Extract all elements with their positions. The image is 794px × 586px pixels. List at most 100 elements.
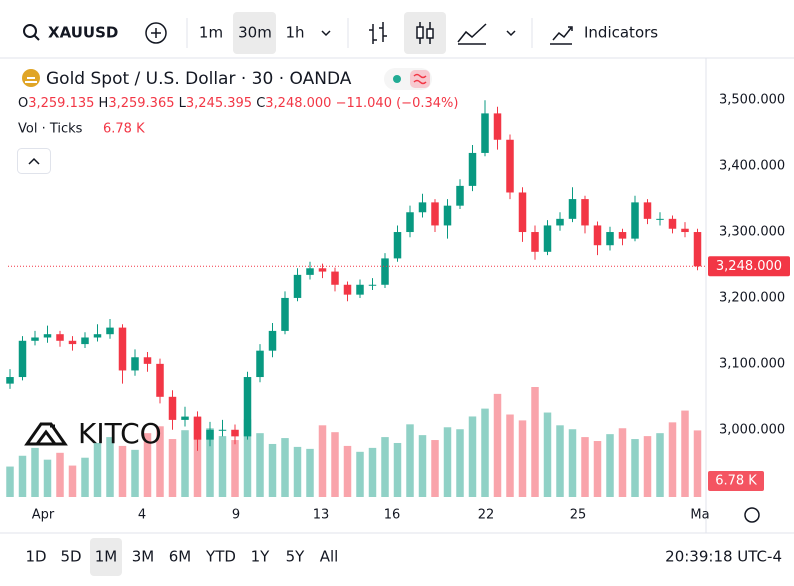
range-button[interactable]: All <box>320 548 339 566</box>
range-button[interactable]: 3M <box>132 548 155 566</box>
candle-body <box>618 232 627 239</box>
chevron[interactable] <box>506 30 516 37</box>
candle-body <box>268 330 277 351</box>
candle-body <box>543 225 552 252</box>
ohlc-value: 3,259.135 <box>28 96 94 111</box>
volume-bar <box>468 416 477 497</box>
candle-body <box>106 327 114 335</box>
volume-bar <box>331 432 339 497</box>
volume-bar <box>93 442 102 497</box>
symbol-logo <box>25 77 37 83</box>
volume-bar <box>631 439 639 497</box>
volume-bar <box>693 430 702 497</box>
volume-bar <box>343 445 352 497</box>
search-icon <box>33 34 40 41</box>
ohlc-key: H <box>99 96 109 111</box>
candle-body <box>406 212 414 233</box>
x-tick-label: 16 <box>384 508 401 523</box>
x-tick-label: 22 <box>478 508 495 523</box>
candle-body <box>556 218 564 226</box>
y-tick-label: 3,400.000 <box>719 159 785 174</box>
area-icon[interactable] <box>457 23 487 45</box>
indicators-icon[interactable] <box>550 26 573 45</box>
volume-bar <box>431 440 439 497</box>
interval[interactable]: 1h <box>285 24 304 42</box>
volume-legend-value: 6.78 K <box>103 122 145 137</box>
bars-icon[interactable] <box>369 22 387 44</box>
candle-body <box>606 232 614 246</box>
range-button[interactable]: 1D <box>25 548 46 566</box>
candle-body <box>331 271 339 285</box>
candle-body <box>281 297 289 331</box>
volume-bar <box>6 466 14 497</box>
plus-icon <box>151 28 161 38</box>
ohlc-change: −11.040 (−0.34%) <box>336 96 459 111</box>
candle-body <box>231 429 239 437</box>
volume-bar <box>606 434 614 497</box>
range-button[interactable]: 1M <box>95 548 118 566</box>
clock: 20:39:18 UTC-4 <box>665 548 782 566</box>
volume-bar <box>168 439 177 497</box>
ohlc-value: 3,248.000 <box>265 96 331 111</box>
candle-body <box>193 416 202 440</box>
interval-active-bg <box>233 12 276 54</box>
candle-body <box>18 340 27 378</box>
candle-body <box>506 139 514 193</box>
y-tick-label: 3,500.000 <box>719 93 785 108</box>
watermark-logo <box>24 422 68 446</box>
candle-body <box>43 334 52 338</box>
range-button[interactable]: 5D <box>60 548 81 566</box>
candle-body <box>293 274 302 298</box>
volume-bar <box>418 435 427 497</box>
volume-bar <box>656 433 664 497</box>
candle-body <box>568 199 577 219</box>
candle-body <box>431 202 439 226</box>
volume-bar <box>106 437 114 497</box>
chevron[interactable] <box>321 30 331 37</box>
indicators-button[interactable]: Indicators <box>584 24 658 42</box>
volume-bar <box>193 417 202 497</box>
y-tick-label: 3,200.000 <box>719 290 785 305</box>
volume-bar <box>668 422 677 497</box>
volume-bar <box>518 420 527 497</box>
range-button[interactable]: 6M <box>169 548 192 566</box>
x-tick-label: 9 <box>232 508 240 523</box>
volume-bar <box>506 414 514 497</box>
volume-bar <box>643 436 652 497</box>
candle-body <box>443 205 452 226</box>
candle-body <box>643 202 652 219</box>
x-tick-label: Apr <box>32 508 55 523</box>
candle-icon <box>426 28 434 39</box>
candle-body <box>468 152 477 186</box>
legend-title: Gold Spot / U.S. Dollar · 30 · OANDA <box>46 69 352 89</box>
volume-bar <box>56 452 64 497</box>
candle-body <box>6 377 14 384</box>
candle-body <box>418 202 427 213</box>
volume-bar <box>206 428 214 497</box>
volume-bar <box>406 424 414 497</box>
settings-icon[interactable] <box>744 507 760 523</box>
search-icon[interactable] <box>23 24 37 38</box>
range-button[interactable]: YTD <box>205 548 236 566</box>
range-button[interactable]: 1Y <box>251 548 271 566</box>
candle-body <box>93 334 102 338</box>
compare-button[interactable] <box>145 22 167 44</box>
volume-bar <box>681 410 689 497</box>
candle-body <box>243 377 252 437</box>
symbol[interactable]: XAUUSD <box>48 24 118 42</box>
volume-bar <box>181 430 189 497</box>
interval[interactable]: 1m <box>199 24 223 42</box>
range-button[interactable]: 5Y <box>286 548 306 566</box>
candle-body <box>456 185 464 206</box>
watermark: KITCO <box>78 417 162 450</box>
active-bg <box>404 12 446 54</box>
candle-body <box>681 228 689 233</box>
interval[interactable]: 30m <box>238 24 272 42</box>
x-tick-label: 4 <box>138 508 146 523</box>
status-badge <box>410 70 430 88</box>
candle-body <box>306 268 314 275</box>
candle-body <box>481 113 489 153</box>
collapse-button[interactable] <box>17 148 51 174</box>
